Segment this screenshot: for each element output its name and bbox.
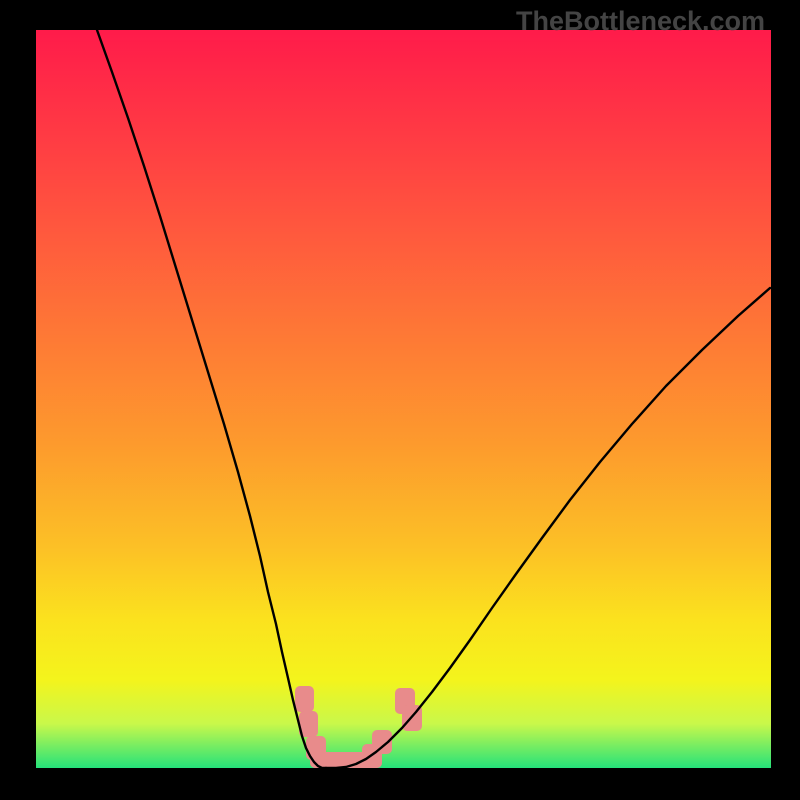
chart-stage: TheBottleneck.com [0, 0, 800, 800]
watermark-text: TheBottleneck.com [516, 6, 765, 37]
plot-gradient-area [36, 30, 771, 768]
